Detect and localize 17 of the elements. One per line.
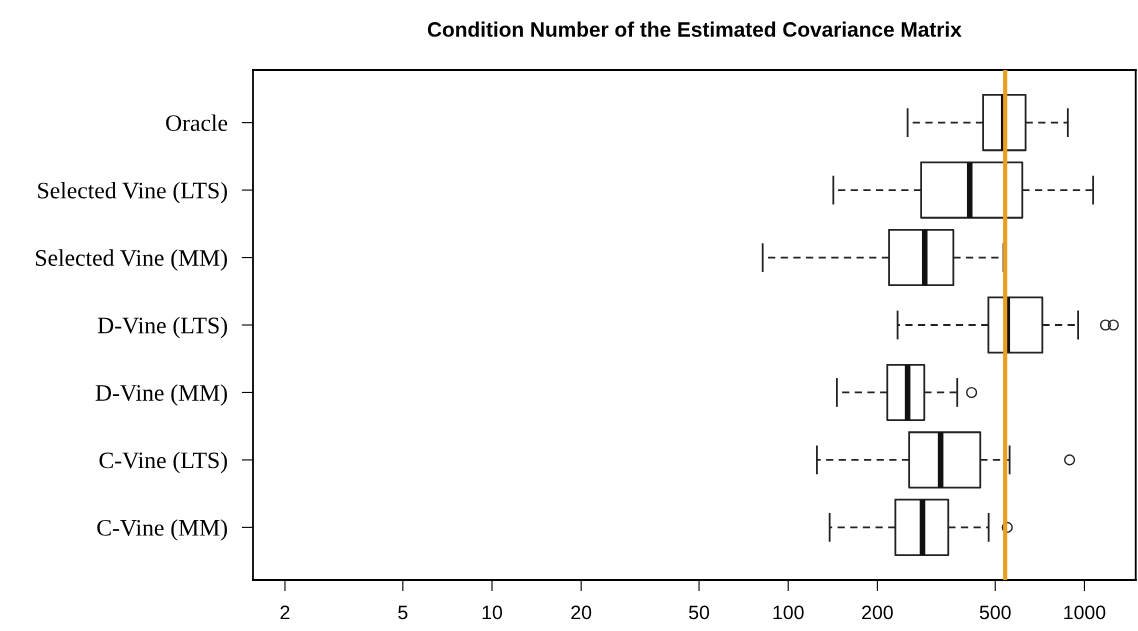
y-tick-label: C-Vine (LTS) (99, 451, 227, 474)
x-tick-label: 5 (398, 605, 408, 620)
x-tick-label: 100 (773, 605, 804, 620)
x-tick-label: 2 (280, 605, 290, 620)
x-tick-label: 1000 (1064, 605, 1106, 620)
x-tick-label: 10 (482, 605, 503, 620)
x-tick-label: 200 (862, 605, 893, 620)
x-tick-label: 20 (571, 605, 592, 620)
y-tick-label: C-Vine (MM) (97, 519, 227, 541)
y-tick-label: D-Vine (MM) (95, 384, 227, 406)
x-tick-label: 500 (979, 605, 1011, 620)
y-tick-label: Selected Vine (LTS) (38, 181, 227, 204)
y-tick-label: Oracle (166, 114, 228, 132)
x-tick-label: 50 (689, 605, 710, 620)
y-tick-label: Selected Vine (MM) (36, 249, 227, 271)
chart-title: Condition Number of the Estimated Covariance Matrix (427, 21, 962, 37)
y-tick-label: D-Vine (LTS) (97, 316, 227, 339)
